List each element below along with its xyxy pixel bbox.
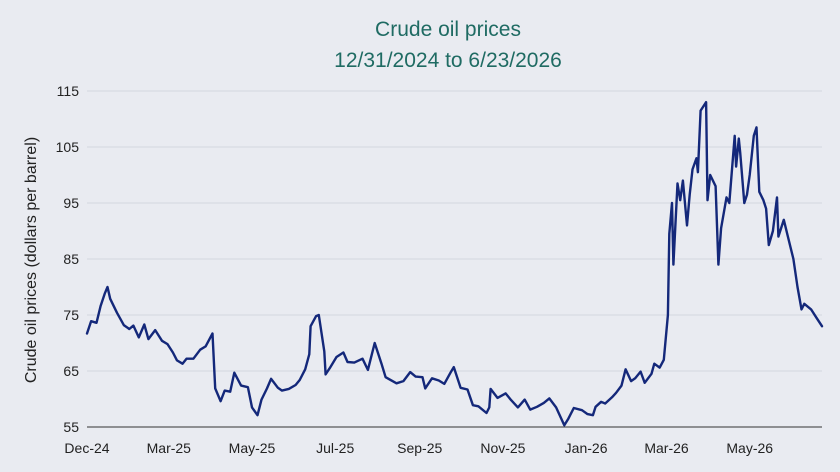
x-tick-label: Sep-25 (397, 440, 442, 456)
chart-subtitle: 12/31/2024 to 6/23/2026 (334, 49, 562, 72)
y-tick-label: 105 (56, 139, 80, 155)
x-tick-label: Jan-26 (565, 440, 608, 456)
y-tick-label: 75 (63, 307, 79, 323)
gridlines (87, 90, 822, 372)
x-tick-label: Nov-25 (480, 440, 525, 456)
x-tick-label: May-26 (726, 440, 773, 456)
y-tick-label: 95 (63, 195, 79, 211)
y-tick-label: 115 (57, 83, 80, 99)
x-tick-label: Dec-24 (64, 440, 109, 456)
y-tick-label: 85 (63, 251, 79, 267)
y-tick-label: 55 (63, 419, 79, 435)
y-axis-label: Crude oil prices (dollars per barrel) (23, 137, 40, 383)
x-tick-label: Jul-25 (316, 440, 354, 456)
chart-title: Crude oil prices (375, 18, 521, 41)
x-tick-label: Mar-26 (644, 440, 689, 456)
x-axis-ticks: Dec-24 Mar-25 May-25 Jul-25 Sep-25 Nov-25 Jan-… (64, 440, 773, 456)
x-tick-label: May-25 (229, 440, 276, 456)
series-line-0 (85, 101, 824, 427)
y-axis-ticks: 55 65 75 85 95 105 115 (56, 83, 80, 435)
y-tick-label: 65 (63, 363, 79, 379)
x-tick-label: Mar-25 (147, 440, 192, 456)
series-layer (85, 101, 824, 427)
